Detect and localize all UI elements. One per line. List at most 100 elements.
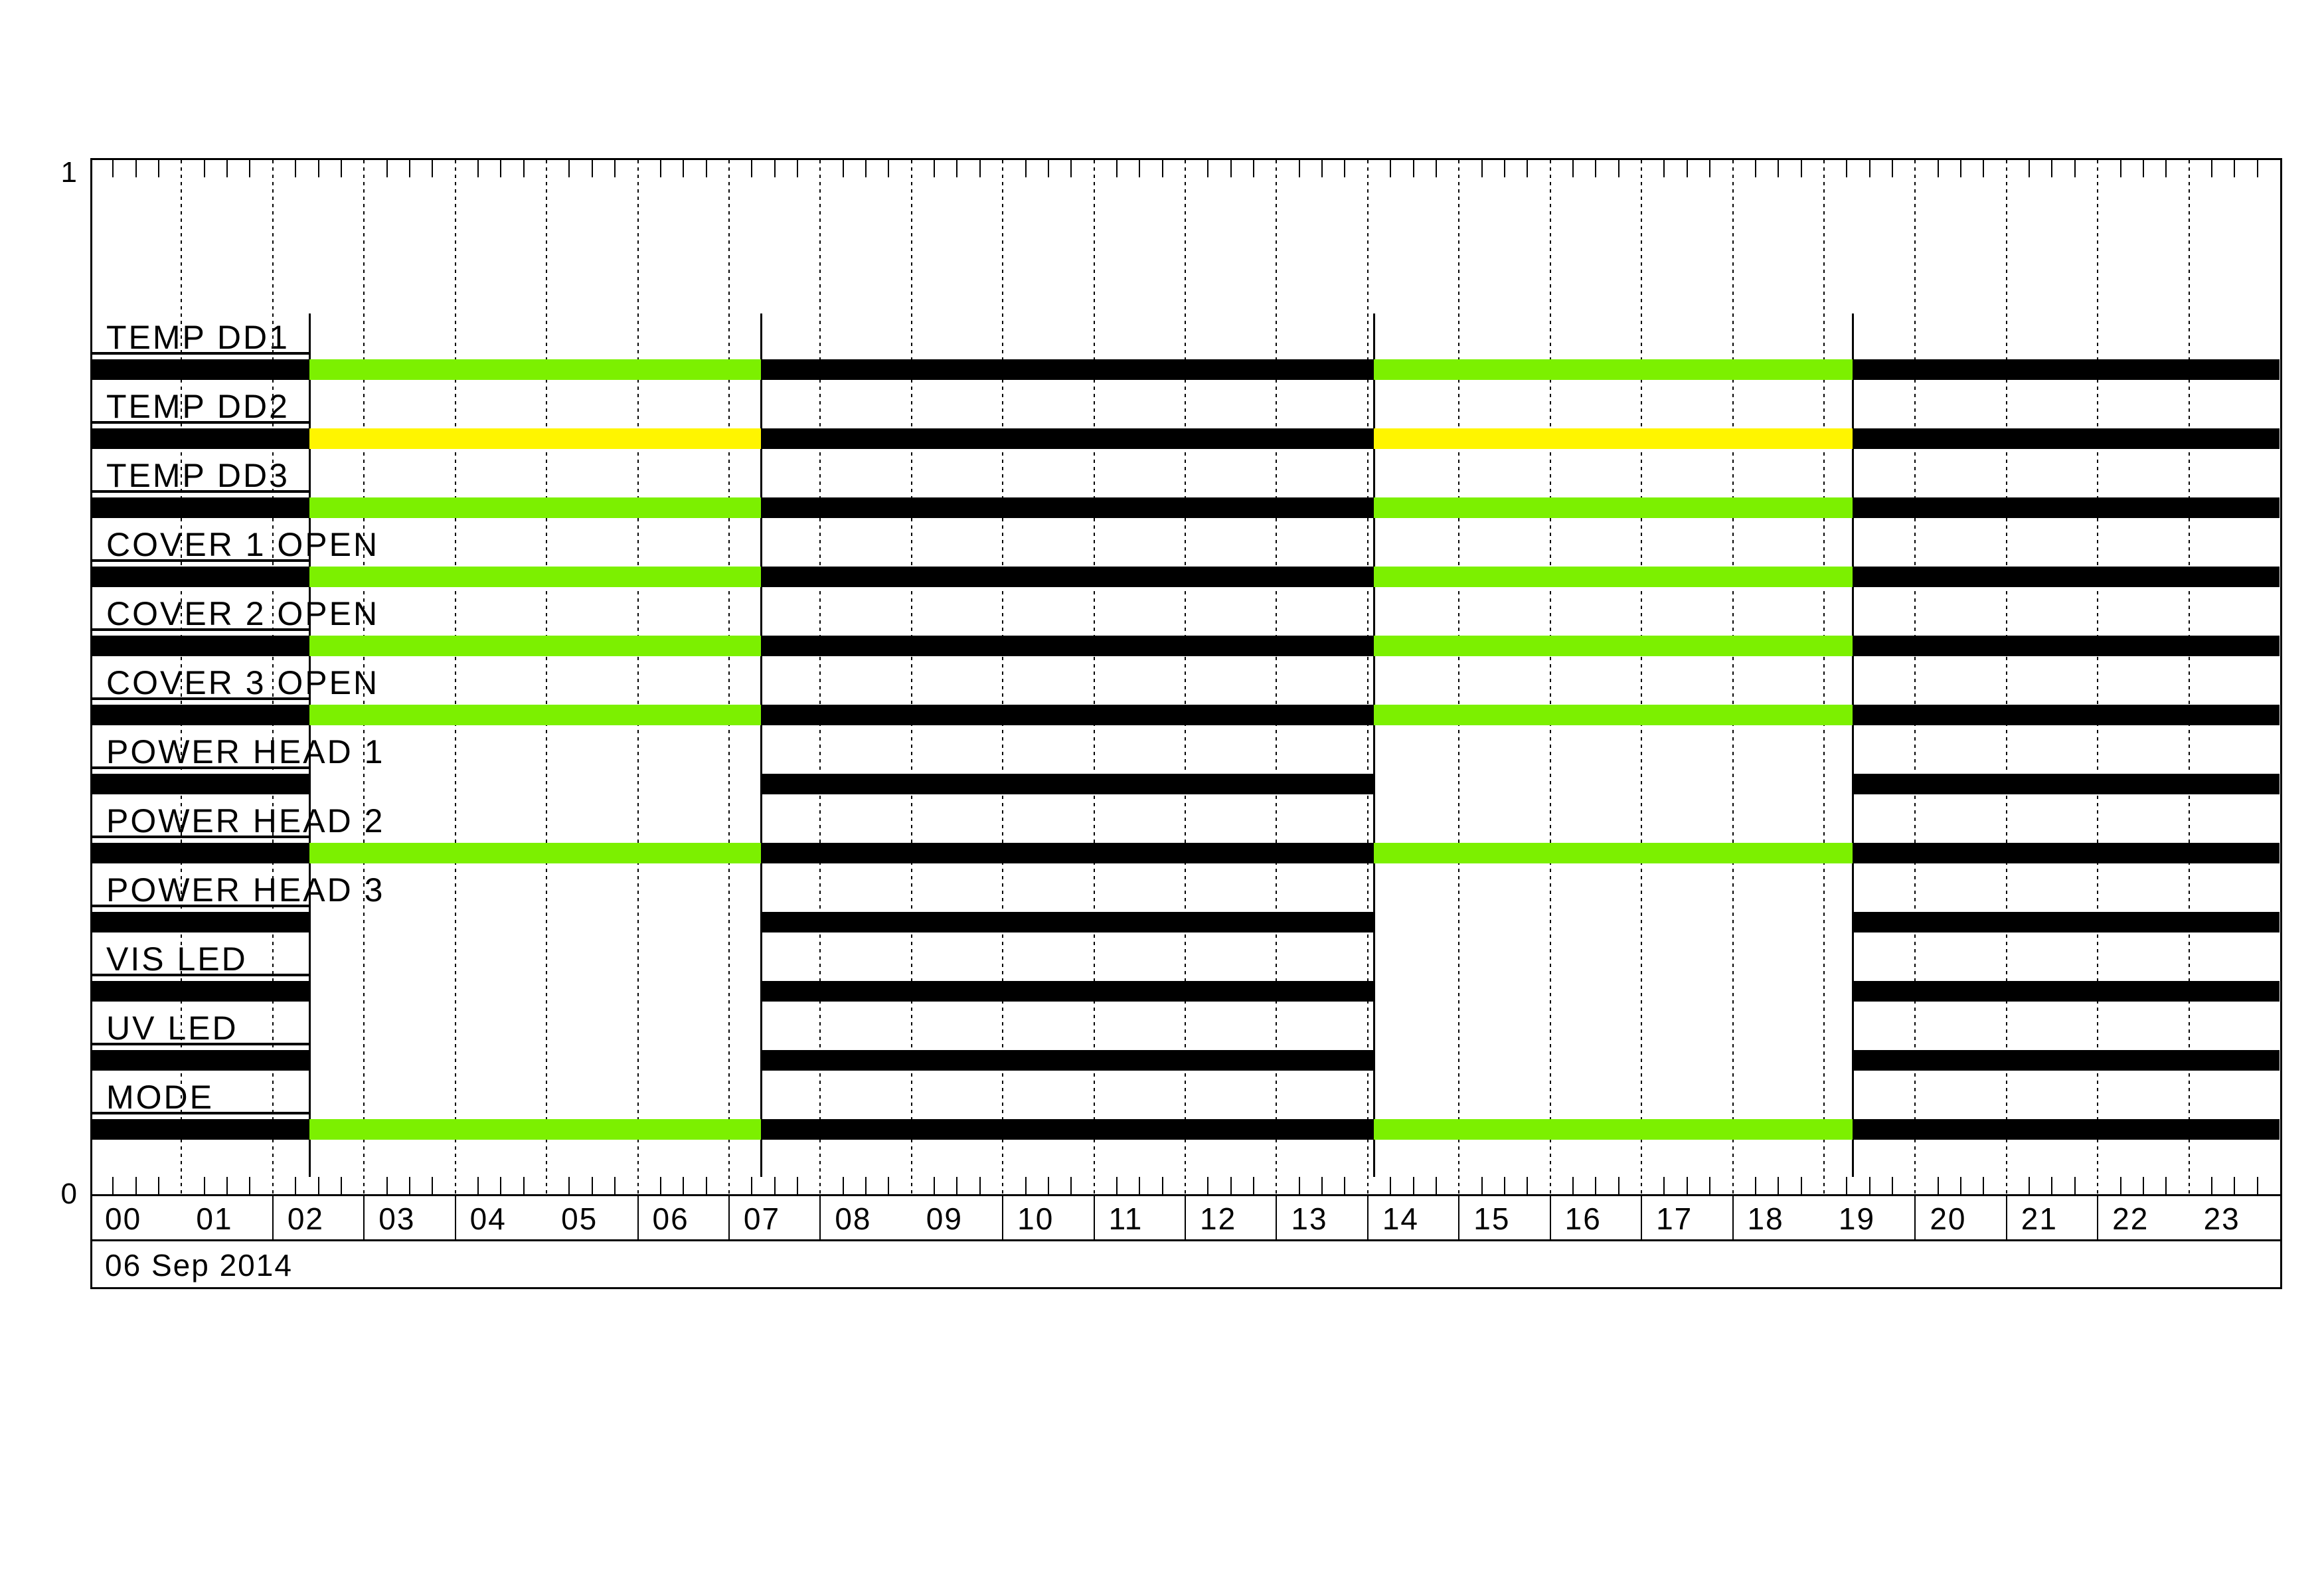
hour-gridline	[363, 160, 365, 1194]
hour-label-separator	[1914, 1196, 1916, 1239]
bottom-axis-tick	[591, 1177, 593, 1194]
hour-label-separator	[454, 1196, 456, 1239]
top-axis-tick	[1595, 160, 1597, 177]
row-bar-segment	[1373, 428, 1853, 449]
top-axis-tick	[1321, 160, 1323, 177]
bottom-axis-tick	[1960, 1177, 1962, 1194]
hour-gridline	[1002, 160, 1004, 1194]
row-label-underline	[90, 836, 309, 838]
hour-label: 12	[1200, 1201, 1237, 1236]
top-axis-tick	[408, 160, 410, 177]
hour-label: 23	[2203, 1201, 2240, 1236]
top-axis-tick	[1230, 160, 1232, 177]
bottom-axis-tick	[1139, 1177, 1141, 1194]
hour-label: 13	[1291, 1201, 1328, 1236]
hour-gridline	[728, 160, 730, 1194]
hour-label-separator	[728, 1196, 730, 1239]
bottom-axis-tick	[1070, 1177, 1072, 1194]
top-axis-line	[90, 158, 2282, 160]
top-axis-tick	[1960, 160, 1962, 177]
bottom-axis-tick	[979, 1177, 981, 1194]
hour-label-separator	[363, 1196, 365, 1239]
bottom-axis-tick	[705, 1177, 707, 1194]
hour-gridline	[1276, 160, 1278, 1194]
hour-label-separator	[1641, 1196, 1643, 1239]
row-bar-segment	[1853, 1119, 2280, 1140]
hour-gridline	[1458, 160, 1460, 1194]
hour-gridline	[1732, 160, 1734, 1194]
row-label: COVER 2 OPEN	[106, 595, 380, 632]
hour-label: 22	[2112, 1201, 2149, 1236]
hour-label: 02	[287, 1201, 324, 1236]
hour-gridline	[819, 160, 821, 1194]
top-axis-tick	[2142, 160, 2144, 177]
row-bar-segment	[1853, 843, 2280, 863]
hour-label: 05	[561, 1201, 598, 1236]
row-bar-segment	[1373, 705, 1853, 725]
row-bar-segment	[761, 912, 1374, 932]
row-label: UV LED	[106, 1010, 238, 1047]
top-axis-tick	[2210, 160, 2212, 177]
bottom-axis-tick	[796, 1177, 798, 1194]
row-label: TEMP DD1	[106, 319, 290, 356]
row-label: TEMP DD2	[106, 388, 290, 425]
hour-label: 08	[835, 1201, 872, 1236]
hour-label-separator	[1276, 1196, 1278, 1239]
hour-label-separator	[1732, 1196, 1734, 1239]
bottom-axis-tick	[500, 1177, 502, 1194]
row-bar-segment	[90, 981, 309, 1002]
top-axis-tick	[203, 160, 205, 177]
hour-label: 07	[743, 1201, 781, 1236]
top-axis-tick	[1503, 160, 1505, 177]
bottom-axis-tick	[2051, 1177, 2053, 1194]
hour-label: 20	[1930, 1201, 1967, 1236]
bottom-axis-tick	[1161, 1177, 1163, 1194]
row-label: VIS LED	[106, 940, 248, 978]
bottom-axis-tick	[1709, 1177, 1711, 1194]
bottom-axis-tick	[1686, 1177, 1688, 1194]
row-bar-segment	[1373, 636, 1853, 656]
row-label: COVER 1 OPEN	[106, 526, 380, 563]
y-axis-top-label: 1	[60, 156, 77, 189]
hour-label-separator	[272, 1196, 274, 1239]
top-axis-tick	[523, 160, 525, 177]
row-bar-segment	[761, 497, 1374, 518]
top-axis-tick	[1161, 160, 1163, 177]
top-axis-tick	[2074, 160, 2076, 177]
row-bar-segment	[1373, 1119, 1853, 1140]
row-bar-segment	[1373, 497, 1853, 518]
bottom-axis-tick	[888, 1177, 890, 1194]
hour-gridline	[910, 160, 912, 1194]
top-axis-tick	[956, 160, 958, 177]
hour-label-separator	[637, 1196, 639, 1239]
top-axis-tick	[1868, 160, 1870, 177]
bottom-axis-tick	[1390, 1177, 1392, 1194]
row-label-underline	[90, 421, 309, 424]
top-axis-tick	[1800, 160, 1802, 177]
row-bar-segment	[1853, 981, 2280, 1002]
row-bar-segment	[1853, 912, 2280, 932]
hour-label-row-bottom-line	[90, 1239, 2282, 1241]
row-bar-segment	[309, 567, 761, 587]
top-axis-tick	[591, 160, 593, 177]
top-axis-tick	[226, 160, 228, 177]
row-bar-segment	[761, 567, 1374, 587]
top-axis-tick	[796, 160, 798, 177]
event-marker-line	[760, 313, 762, 1177]
bottom-axis-tick	[1572, 1177, 1574, 1194]
row-label-underline	[90, 490, 309, 493]
date-label: 06 Sep 2014	[105, 1248, 293, 1283]
row-label: COVER 3 OPEN	[106, 664, 380, 701]
bottom-axis-tick	[2210, 1177, 2212, 1194]
hour-gridline	[272, 160, 274, 1194]
row-bar-segment	[761, 359, 1374, 380]
row-bar-segment	[309, 1119, 761, 1140]
hour-label: 00	[105, 1201, 142, 1236]
hour-label: 14	[1382, 1201, 1419, 1236]
hour-label: 01	[196, 1201, 233, 1236]
top-axis-tick	[1937, 160, 1939, 177]
row-bar-segment	[1853, 428, 2280, 449]
hour-gridline	[181, 160, 183, 1194]
event-marker-line	[1372, 313, 1375, 1177]
bottom-axis-tick	[568, 1177, 570, 1194]
